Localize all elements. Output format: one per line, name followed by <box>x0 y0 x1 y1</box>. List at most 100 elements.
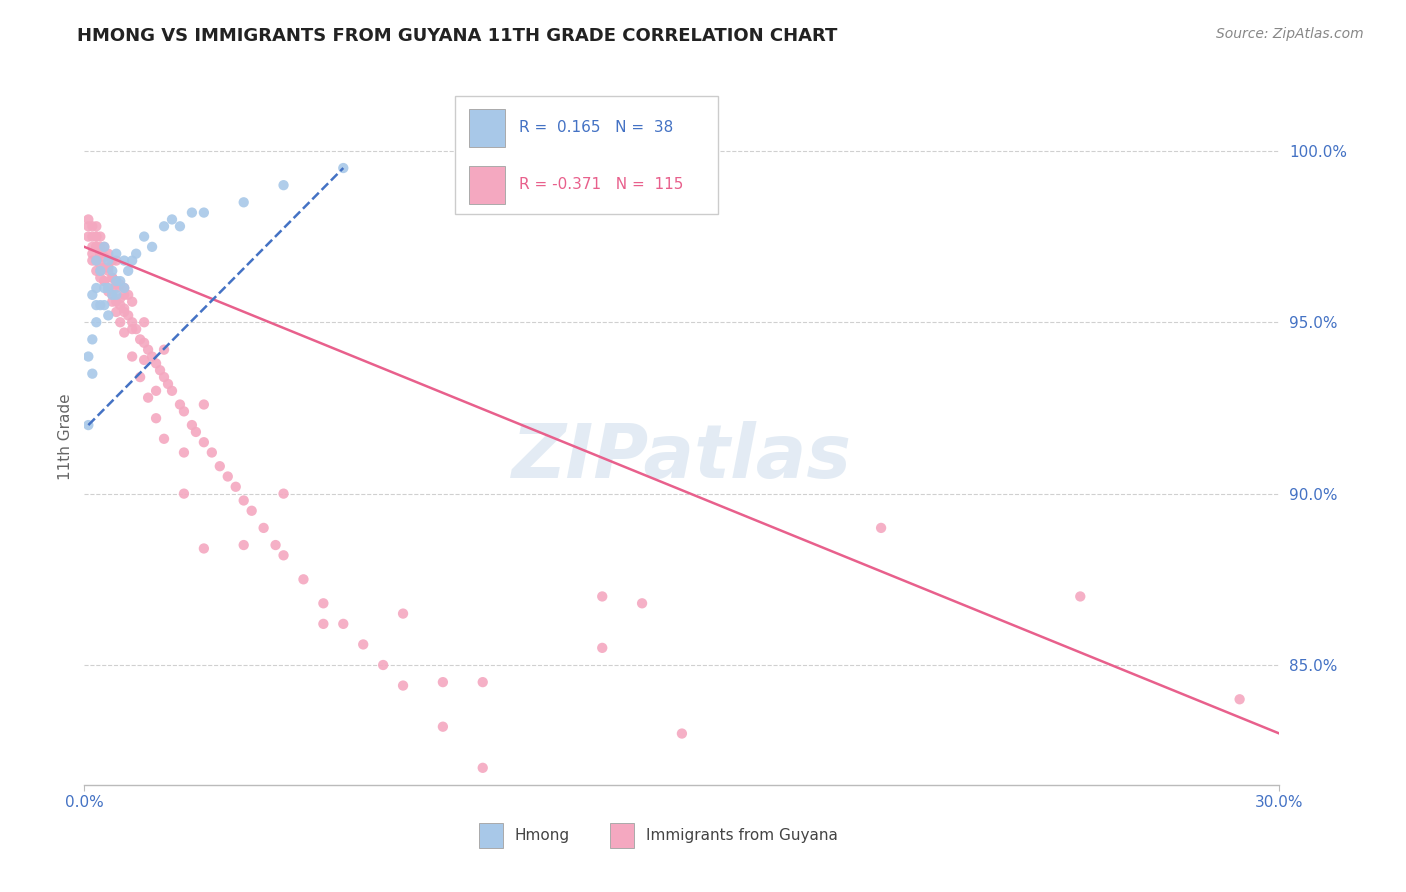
Text: HMONG VS IMMIGRANTS FROM GUYANA 11TH GRADE CORRELATION CHART: HMONG VS IMMIGRANTS FROM GUYANA 11TH GRA… <box>77 27 838 45</box>
Point <box>86 315 108 329</box>
Point <box>132 335 156 350</box>
Point <box>93 281 115 295</box>
Point <box>105 288 128 302</box>
Point <box>591 640 613 655</box>
Point <box>97 260 120 275</box>
Point <box>110 298 132 312</box>
Point <box>89 246 111 260</box>
Point <box>82 288 104 302</box>
Point <box>93 274 115 288</box>
Point <box>112 326 135 340</box>
Point <box>352 637 374 651</box>
Point <box>217 469 239 483</box>
Point <box>110 291 132 305</box>
Point <box>93 260 115 275</box>
Point <box>193 435 215 450</box>
Point <box>89 246 111 260</box>
Point <box>82 253 104 268</box>
Point <box>232 538 254 552</box>
Point <box>392 679 415 693</box>
Point <box>125 322 148 336</box>
Point <box>264 538 287 552</box>
Point <box>77 350 100 364</box>
FancyBboxPatch shape <box>456 96 718 214</box>
Point <box>86 298 108 312</box>
Point <box>292 572 315 586</box>
Point <box>160 212 183 227</box>
Point <box>93 274 115 288</box>
Point <box>86 229 108 244</box>
Point <box>332 161 354 175</box>
Point <box>89 229 111 244</box>
Point <box>82 367 104 381</box>
Point <box>110 274 132 288</box>
Point <box>193 541 215 556</box>
Point <box>101 288 124 302</box>
Point <box>101 270 124 285</box>
Point <box>169 219 191 234</box>
Point <box>101 270 124 285</box>
Point <box>112 281 135 295</box>
Point <box>86 219 108 234</box>
Point <box>136 343 159 357</box>
Text: ZIPatlas: ZIPatlas <box>512 421 852 494</box>
Point <box>97 260 120 275</box>
Point <box>312 616 335 631</box>
Point <box>112 281 135 295</box>
Point <box>870 521 893 535</box>
Point <box>332 616 354 631</box>
Point <box>112 301 135 316</box>
Point <box>112 288 135 302</box>
Point <box>86 240 108 254</box>
Point <box>117 309 139 323</box>
Point <box>97 309 120 323</box>
Point <box>117 288 139 302</box>
Point <box>432 720 454 734</box>
Point <box>181 418 204 433</box>
Point <box>89 298 111 312</box>
Point <box>432 675 454 690</box>
Point <box>97 246 120 260</box>
Point <box>97 253 120 268</box>
Point <box>225 480 247 494</box>
Point <box>145 384 167 398</box>
Point <box>97 281 120 295</box>
Point <box>112 253 135 268</box>
Point <box>129 332 152 346</box>
Point <box>373 658 395 673</box>
Point <box>121 315 143 329</box>
Point <box>149 363 172 377</box>
Point <box>132 229 156 244</box>
Point <box>471 675 494 690</box>
Point <box>105 274 128 288</box>
Point <box>136 391 159 405</box>
Point <box>101 264 124 278</box>
Point <box>153 432 176 446</box>
Point <box>86 253 108 268</box>
Point <box>153 370 176 384</box>
Point <box>1069 590 1091 604</box>
Point <box>105 253 128 268</box>
Point <box>141 240 163 254</box>
Point <box>232 493 254 508</box>
Point <box>105 305 128 319</box>
Point <box>132 315 156 329</box>
Point <box>551 843 574 857</box>
Text: Hmong: Hmong <box>515 828 569 843</box>
Point <box>232 195 254 210</box>
Point <box>173 486 195 500</box>
Point <box>631 596 654 610</box>
Bar <box>470 109 505 147</box>
Point <box>112 305 135 319</box>
Point <box>121 322 143 336</box>
Point <box>93 240 115 254</box>
Point <box>77 219 100 234</box>
Point <box>86 229 108 244</box>
Point <box>117 264 139 278</box>
Point <box>129 370 152 384</box>
Point <box>105 294 128 309</box>
Point <box>145 356 167 370</box>
Text: R =  0.165   N =  38: R = 0.165 N = 38 <box>519 120 673 136</box>
Point <box>86 253 108 268</box>
Point <box>77 212 100 227</box>
